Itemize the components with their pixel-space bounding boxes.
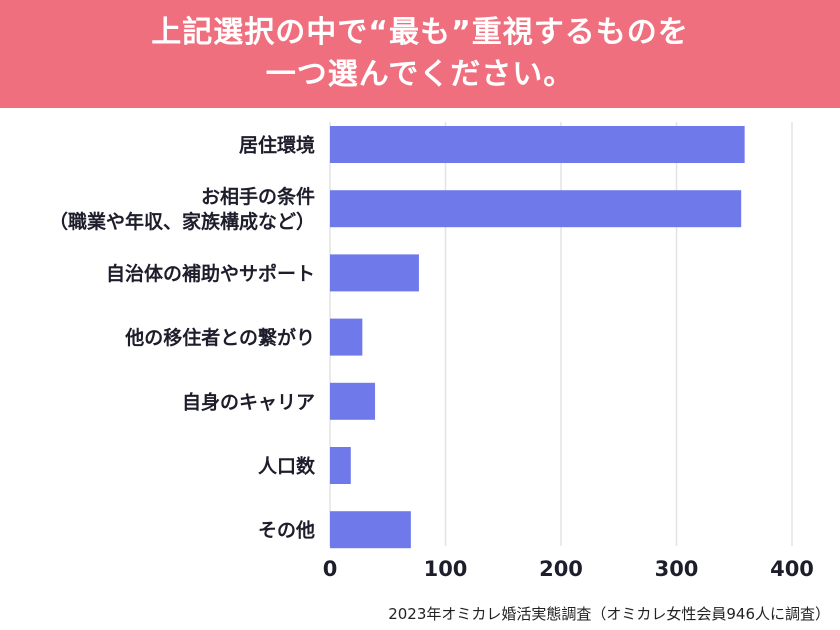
- source-footnote: 2023年オミカレ婚活実態調査（オミカレ女性会員946人に調査）: [388, 605, 830, 623]
- category-label-line: 自身のキャリア: [182, 390, 315, 413]
- question-header: 上記選択の中で“最も”重視するものを 一つ選んでください。: [0, 0, 840, 108]
- category-label-line: 人口数: [258, 455, 316, 478]
- bar: [330, 511, 411, 549]
- bar: [330, 254, 419, 292]
- x-tick-label: 100: [424, 557, 468, 581]
- category-label-line: 居住環境: [239, 134, 315, 157]
- category-label: 人口数: [258, 455, 316, 478]
- bar: [330, 447, 351, 484]
- category-label: その他: [258, 519, 315, 542]
- x-tick-label: 0: [323, 557, 338, 581]
- category-label-line: （職業や年収、家族構成など）: [49, 210, 315, 233]
- category-label: お相手の条件（職業や年収、家族構成など）: [49, 185, 315, 233]
- x-axis-ticks: 0 100 200 300 400: [323, 557, 814, 581]
- category-label: 自治体の補助やサポート: [106, 262, 315, 285]
- x-tick-label: 200: [539, 557, 583, 581]
- x-tick-label: 300: [655, 557, 699, 581]
- category-label: 居住環境: [239, 134, 315, 157]
- category-label-line: 自治体の補助やサポート: [106, 262, 315, 285]
- bars: [330, 126, 745, 549]
- bar: [330, 318, 363, 356]
- question-title-line-2: 一つ選んでください。: [265, 57, 575, 92]
- x-tick-label: 400: [770, 557, 814, 581]
- category-label: 他の移住者との繋がり: [124, 326, 315, 349]
- question-title-line-1: 上記選択の中で“最も”重視するものを: [151, 15, 689, 50]
- gridlines: [329, 122, 793, 546]
- category-label-line: お相手の条件: [201, 185, 315, 208]
- bar: [330, 382, 376, 420]
- category-label-line: 他の移住者との繋がり: [124, 326, 315, 349]
- bar: [330, 126, 745, 163]
- category-label-line: その他: [258, 519, 315, 542]
- bar: [330, 190, 742, 228]
- category-label: 自身のキャリア: [182, 390, 315, 413]
